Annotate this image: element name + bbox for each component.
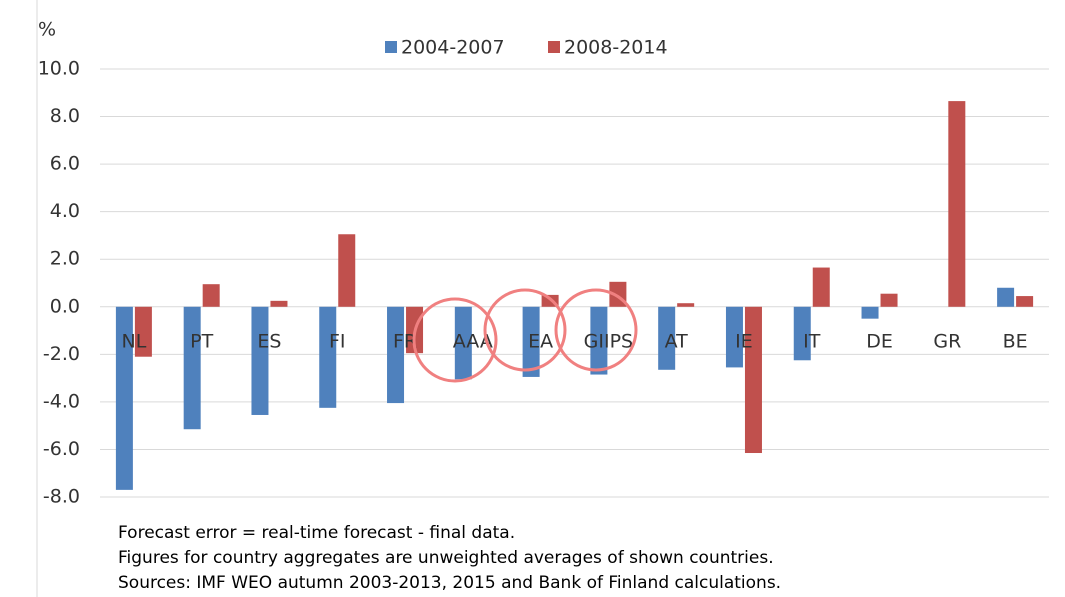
footnote: Sources: IMF WEO autumn 2003-2013, 2015 … (118, 573, 781, 593)
y-tick-label: -8.0 (43, 486, 80, 508)
x-tick-label: FI (329, 331, 346, 353)
bar (115, 306, 133, 490)
bar (812, 267, 830, 307)
legend-swatch (548, 41, 560, 53)
x-tick-label: AT (665, 331, 689, 353)
bar (270, 300, 288, 307)
bar (658, 306, 676, 370)
bar (997, 287, 1015, 307)
y-tick-label: 10.0 (38, 58, 80, 80)
bar (319, 306, 337, 408)
highlight-circle (554, 288, 638, 372)
x-tick-label: NL (121, 331, 146, 353)
y-tick-label: -2.0 (43, 343, 80, 365)
x-tick-label: IT (803, 331, 821, 353)
y-tick-label: 2.0 (50, 248, 80, 270)
bar (793, 306, 811, 361)
x-tick-label: DE (866, 331, 893, 353)
legend-swatch (385, 41, 397, 53)
bar (677, 303, 695, 307)
y-tick-label: 4.0 (50, 200, 80, 222)
bar (338, 234, 356, 307)
bar (948, 101, 966, 307)
bar (861, 306, 879, 319)
bar (183, 306, 201, 430)
bar (202, 284, 220, 307)
bar (541, 294, 559, 307)
y-tick-label: -4.0 (43, 390, 80, 412)
y-unit: % (38, 19, 56, 41)
y-tick-label: 8.0 (50, 105, 80, 127)
bar (251, 306, 269, 415)
highlight-circles (412, 288, 638, 383)
legend-label: 2004-2007 (401, 37, 505, 59)
x-tick-label: ES (257, 331, 281, 353)
y-tick-label: 0.0 (50, 295, 80, 317)
highlight-circle (483, 288, 567, 372)
x-tick-label: GR (933, 331, 961, 353)
legend-label: 2008-2014 (564, 37, 668, 59)
x-tick-label: PT (190, 331, 213, 353)
y-tick-label: 6.0 (50, 153, 80, 175)
x-tick-label: AAA (453, 331, 493, 353)
bar (1016, 296, 1034, 307)
bar (744, 306, 762, 454)
footnote: Figures for country aggregates are unwei… (118, 548, 774, 568)
x-tick-label: GIIPS (584, 331, 633, 353)
bar (134, 306, 152, 357)
y-tick-label: -6.0 (43, 438, 80, 460)
x-tick-label: FR (393, 331, 417, 353)
x-tick-label: IE (735, 331, 753, 353)
bar (590, 306, 608, 375)
footnote: Forecast error = real-time forecast - fi… (118, 523, 515, 543)
bar (880, 293, 898, 307)
x-tick-label: BE (1003, 331, 1028, 353)
highlight-circle (412, 297, 498, 383)
x-tick-label: EA (528, 331, 553, 353)
bar (725, 306, 743, 368)
bar (454, 306, 472, 380)
bar (387, 306, 405, 404)
bar (522, 306, 540, 377)
